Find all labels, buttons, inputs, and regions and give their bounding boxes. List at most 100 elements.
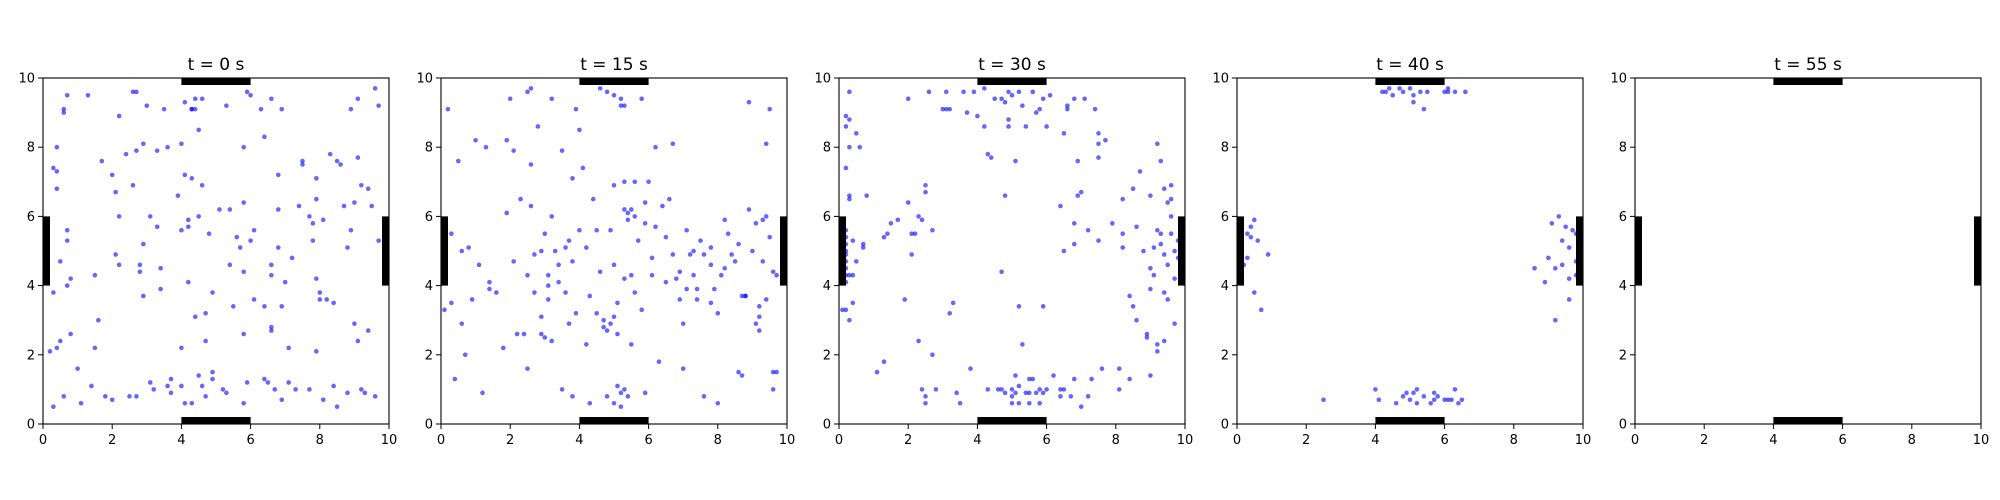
data-point <box>307 214 312 219</box>
data-point <box>1040 304 1046 309</box>
data-point <box>109 397 115 403</box>
data-point <box>912 231 918 236</box>
exit-right <box>1974 216 1981 286</box>
y-tick-label: 8 <box>1221 141 1229 156</box>
data-point <box>296 203 302 209</box>
data-point <box>577 127 582 133</box>
data-point <box>1556 214 1562 219</box>
data-point <box>712 286 717 292</box>
data-point <box>365 186 371 192</box>
data-point <box>888 221 894 226</box>
data-point <box>279 106 285 112</box>
data-point <box>1393 400 1399 406</box>
data-point <box>1033 390 1039 396</box>
data-point <box>535 124 541 129</box>
data-point <box>1023 124 1029 129</box>
data-point <box>919 217 925 223</box>
data-point <box>61 106 67 112</box>
data-point <box>449 231 454 236</box>
data-point <box>715 310 721 316</box>
data-point <box>64 238 70 243</box>
data-point <box>1065 103 1070 108</box>
data-point <box>580 165 586 171</box>
data-point <box>469 297 475 302</box>
data-point <box>992 96 997 102</box>
data-point <box>314 176 319 181</box>
data-point <box>137 262 143 268</box>
data-point <box>179 227 184 233</box>
data-point <box>1265 252 1271 257</box>
data-point <box>1155 349 1160 354</box>
data-point <box>684 286 689 292</box>
data-point <box>227 262 233 268</box>
data-point <box>241 400 246 406</box>
x-tick-label: 2 <box>1700 433 1708 448</box>
data-point <box>916 338 921 344</box>
data-point <box>757 314 762 320</box>
data-point <box>736 241 741 247</box>
data-point <box>338 162 343 167</box>
data-point <box>1542 279 1548 285</box>
data-point <box>909 231 914 236</box>
data-point <box>68 276 73 281</box>
data-point <box>943 89 949 95</box>
panel-title: t = 0 s <box>188 55 245 75</box>
data-point <box>352 321 357 326</box>
y-tick-label: 2 <box>1619 348 1627 363</box>
data-point <box>604 394 610 399</box>
data-point <box>317 290 323 295</box>
data-point <box>64 283 70 288</box>
data-point <box>854 131 859 136</box>
data-point <box>715 400 721 406</box>
data-point <box>1255 238 1261 243</box>
x-tick-label: 10 <box>381 433 398 448</box>
data-point <box>1141 248 1146 254</box>
data-point <box>1155 227 1160 233</box>
data-point <box>286 345 291 351</box>
data-point <box>459 248 465 254</box>
data-point <box>570 176 575 181</box>
data-point <box>518 196 523 202</box>
data-point <box>1071 241 1077 247</box>
data-point <box>1120 245 1126 250</box>
data-point <box>51 290 56 295</box>
data-point <box>1027 390 1032 396</box>
data-point <box>1532 266 1537 271</box>
data-point <box>1061 131 1067 136</box>
data-point <box>355 96 361 102</box>
data-point <box>1431 390 1437 396</box>
data-point <box>1463 89 1468 95</box>
data-point <box>1092 106 1098 112</box>
data-point <box>763 141 769 147</box>
data-point <box>1016 383 1022 389</box>
data-point <box>556 262 561 268</box>
data-point <box>770 369 776 375</box>
data-point <box>632 214 638 219</box>
x-tick-label: 4 <box>973 433 981 448</box>
data-point <box>1445 397 1451 403</box>
axes-frame <box>42 77 390 425</box>
data-point <box>1165 200 1170 205</box>
x-tick-label: 10 <box>1575 433 1592 448</box>
axes-frame <box>1236 77 1584 425</box>
data-point <box>64 227 70 233</box>
data-point <box>763 297 769 302</box>
data-point <box>251 227 257 233</box>
data-point <box>1120 231 1126 236</box>
data-point <box>1058 387 1063 392</box>
x-tick-label: 10 <box>1177 433 1194 448</box>
y-tick-label: 4 <box>27 279 35 294</box>
data-point <box>1033 110 1039 115</box>
data-point <box>189 106 195 112</box>
data-point <box>1120 196 1126 202</box>
data-point <box>196 214 201 219</box>
data-point <box>1400 89 1406 95</box>
data-point <box>757 304 762 309</box>
data-point <box>1172 276 1177 281</box>
data-point <box>186 279 191 285</box>
data-point <box>895 217 901 223</box>
data-point <box>47 349 53 354</box>
data-point <box>1068 394 1074 399</box>
data-point <box>348 106 354 112</box>
data-point <box>1449 397 1454 403</box>
